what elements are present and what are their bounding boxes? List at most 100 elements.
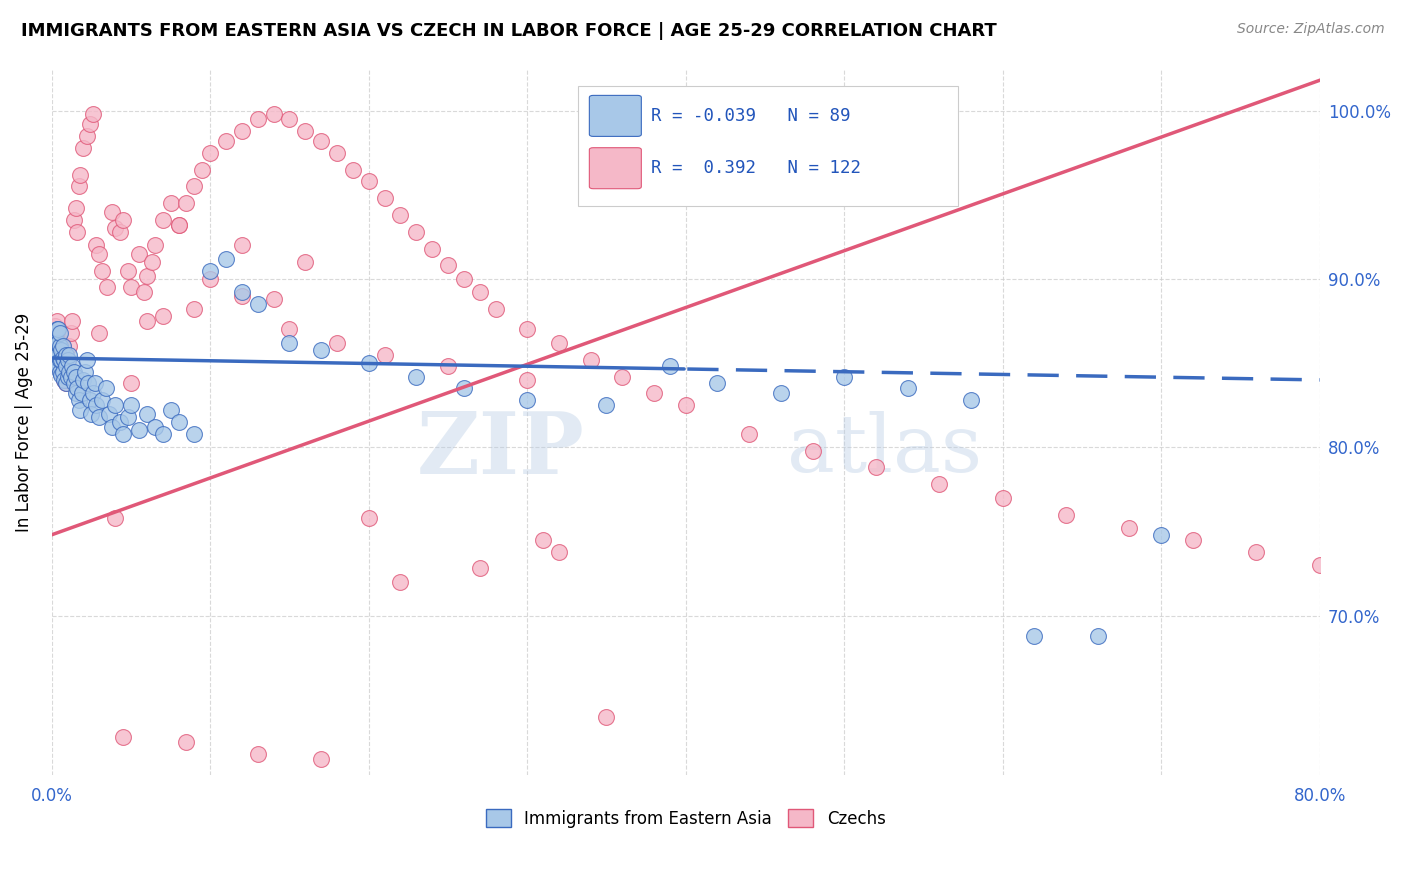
Point: [72, 141, 94, 155]
Point: [82, 107, 104, 121]
Point: [58, 339, 80, 353]
Point: [112, 426, 135, 441]
Point: [44, 339, 66, 353]
Point: [96, 280, 118, 294]
Text: Source: ZipAtlas.com: Source: ZipAtlas.com: [1237, 22, 1385, 37]
Point: [357, 511, 380, 525]
Point: [53, 356, 76, 370]
Point: [278, 322, 301, 336]
Point: [77, 376, 100, 391]
Text: ZIP: ZIP: [416, 409, 585, 492]
Point: [44, 331, 66, 345]
Point: [48, 339, 70, 353]
Point: [183, 179, 205, 194]
Point: [48, 334, 70, 349]
Point: [405, 369, 427, 384]
Point: [45, 352, 67, 367]
Point: [104, 511, 127, 525]
Point: [55, 359, 77, 374]
Point: [1150, 528, 1173, 542]
Point: [176, 735, 198, 749]
Point: [960, 393, 983, 408]
Point: [89, 409, 111, 424]
Point: [200, 145, 222, 160]
Point: [865, 460, 887, 475]
Point: [832, 369, 855, 384]
Point: [200, 272, 222, 286]
Point: [104, 221, 127, 235]
Point: [70, 386, 93, 401]
Point: [63, 364, 86, 378]
Point: [357, 356, 380, 370]
Point: [108, 225, 131, 239]
Point: [991, 491, 1014, 505]
Point: [53, 373, 76, 387]
Point: [152, 426, 174, 441]
Point: [326, 145, 349, 160]
Point: [55, 376, 77, 391]
Point: [52, 339, 75, 353]
Point: [42, 348, 65, 362]
Text: R =  0.392   N = 122: R = 0.392 N = 122: [651, 159, 862, 178]
Point: [58, 364, 80, 378]
Point: [45, 322, 67, 336]
Point: [56, 352, 79, 367]
Text: R = -0.039   N = 89: R = -0.039 N = 89: [651, 107, 851, 125]
Point: [42, 335, 65, 350]
Point: [48, 348, 70, 362]
Point: [63, 376, 86, 391]
Point: [141, 255, 163, 269]
Y-axis label: In Labor Force | Age 25-29: In Labor Force | Age 25-29: [15, 312, 32, 532]
Point: [1087, 629, 1109, 643]
Point: [120, 280, 142, 294]
Text: IMMIGRANTS FROM EASTERN ASIA VS CZECH IN LABOR FORCE | AGE 25-29 CORRELATION CHA: IMMIGRANTS FROM EASTERN ASIA VS CZECH IN…: [21, 22, 997, 40]
Point: [405, 225, 427, 239]
Point: [215, 252, 238, 266]
Point: [309, 134, 332, 148]
Point: [117, 409, 139, 424]
Point: [46, 356, 69, 370]
Point: [183, 426, 205, 441]
Point: [45, 356, 67, 370]
Point: [159, 196, 181, 211]
Point: [112, 213, 135, 227]
Text: atlas: atlas: [787, 411, 983, 490]
Point: [46, 359, 69, 374]
Point: [516, 322, 538, 336]
Point: [52, 352, 75, 367]
Point: [65, 369, 87, 384]
Point: [263, 107, 285, 121]
Point: [246, 747, 269, 761]
Point: [46, 335, 69, 350]
Point: [51, 335, 73, 350]
Point: [66, 225, 89, 239]
Point: [294, 255, 316, 269]
Point: [48, 352, 70, 367]
Point: [79, 117, 101, 131]
Point: [548, 335, 571, 350]
Point: [326, 335, 349, 350]
Point: [104, 398, 127, 412]
Point: [48, 364, 70, 378]
Point: [51, 351, 73, 365]
Point: [897, 381, 920, 395]
Point: [56, 373, 79, 387]
Point: [1118, 521, 1140, 535]
Point: [191, 162, 214, 177]
Point: [420, 242, 443, 256]
Point: [159, 403, 181, 417]
Point: [60, 359, 83, 374]
Point: [52, 364, 75, 378]
Point: [1246, 544, 1268, 558]
Point: [55, 348, 77, 362]
Point: [374, 191, 396, 205]
Point: [83, 376, 105, 391]
Point: [738, 426, 761, 441]
Point: [231, 285, 253, 300]
Point: [135, 268, 157, 283]
Point: [59, 369, 82, 384]
Point: [468, 285, 491, 300]
Point: [84, 238, 107, 252]
Point: [468, 561, 491, 575]
Point: [97, 407, 120, 421]
